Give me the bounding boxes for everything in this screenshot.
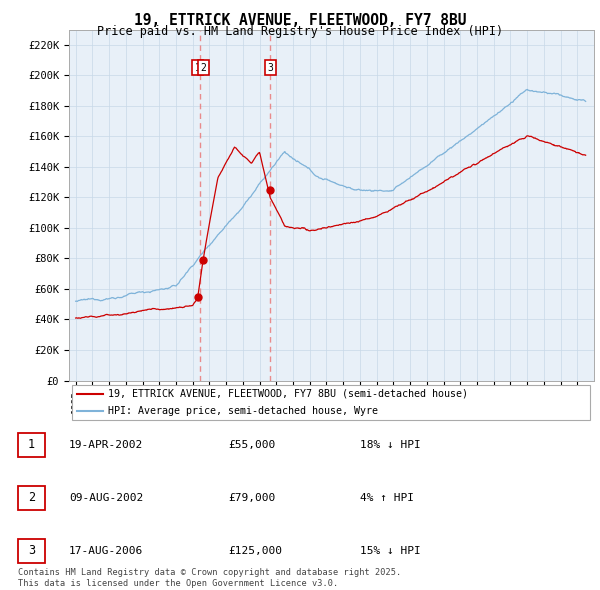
Text: 09-AUG-2002: 09-AUG-2002	[69, 493, 143, 503]
Text: 2: 2	[28, 491, 35, 504]
Text: 3: 3	[267, 63, 273, 73]
Text: 2: 2	[200, 63, 206, 73]
Text: £79,000: £79,000	[228, 493, 275, 503]
Text: £125,000: £125,000	[228, 546, 282, 556]
Text: 3: 3	[28, 545, 35, 558]
Text: Price paid vs. HM Land Registry's House Price Index (HPI): Price paid vs. HM Land Registry's House …	[97, 25, 503, 38]
FancyBboxPatch shape	[71, 385, 590, 420]
Text: 19-APR-2002: 19-APR-2002	[69, 440, 143, 450]
Text: 1: 1	[28, 438, 35, 451]
Text: 15% ↓ HPI: 15% ↓ HPI	[360, 546, 421, 556]
Text: 19, ETTRICK AVENUE, FLEETWOOD, FY7 8BU (semi-detached house): 19, ETTRICK AVENUE, FLEETWOOD, FY7 8BU (…	[109, 389, 469, 399]
Text: HPI: Average price, semi-detached house, Wyre: HPI: Average price, semi-detached house,…	[109, 407, 379, 417]
Text: £55,000: £55,000	[228, 440, 275, 450]
Text: 18% ↓ HPI: 18% ↓ HPI	[360, 440, 421, 450]
Text: 19, ETTRICK AVENUE, FLEETWOOD, FY7 8BU: 19, ETTRICK AVENUE, FLEETWOOD, FY7 8BU	[134, 13, 466, 28]
Text: 1: 1	[194, 63, 200, 73]
Text: 17-AUG-2006: 17-AUG-2006	[69, 546, 143, 556]
Text: 4% ↑ HPI: 4% ↑ HPI	[360, 493, 414, 503]
Text: Contains HM Land Registry data © Crown copyright and database right 2025.
This d: Contains HM Land Registry data © Crown c…	[18, 568, 401, 588]
